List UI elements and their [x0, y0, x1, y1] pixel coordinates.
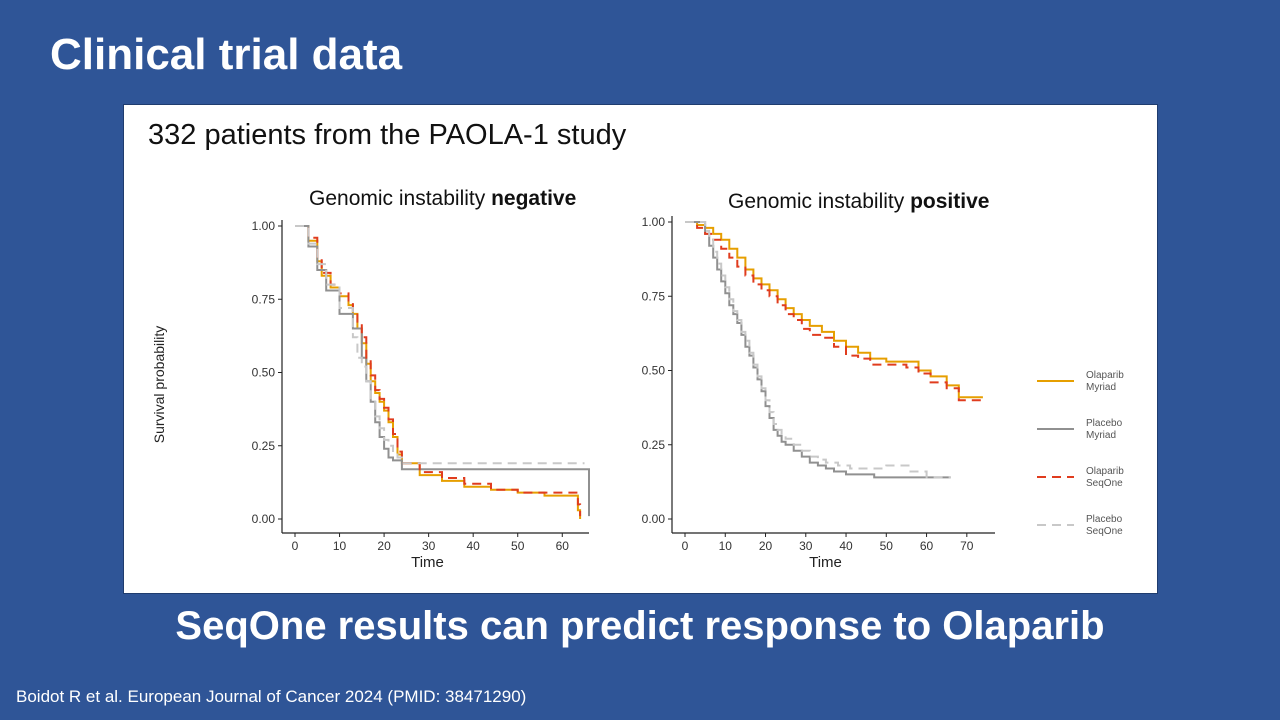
- y-tick-label: 1.00: [252, 219, 276, 233]
- km-charts-canvas: 0.00 0.25 0.50 0.75 1.00 0 10 20 30 40 50 60 Time Sur…: [151, 215, 1124, 571]
- chart-title-prefix: Genomic instability: [728, 190, 911, 213]
- chart-title-prefix: Genomic instability: [309, 187, 492, 210]
- x-tick-label: 50: [880, 539, 894, 553]
- series-line-olaparib-myriad: [685, 221, 983, 399]
- x-tick-label: 30: [799, 539, 813, 553]
- legend-label: SeqOne: [1086, 478, 1123, 489]
- panel-caption: 332 patients from the PAOLA-1 study: [148, 119, 627, 151]
- x-tick-label: 40: [839, 539, 853, 553]
- x-axis-label: Time: [411, 554, 444, 571]
- x-tick-label: 60: [920, 539, 934, 553]
- x-tick-label: 30: [422, 539, 436, 553]
- series-line-olaparib-myriad: [295, 225, 582, 519]
- series-line-olaparib-seqone: [685, 221, 983, 402]
- legend-label: SeqOne: [1086, 526, 1123, 537]
- series-line-placebo-seqone: [295, 225, 585, 465]
- series-line-placebo-myriad: [295, 225, 590, 517]
- y-tick-label: 0.00: [252, 512, 276, 526]
- chart-title-emphasis: positive: [910, 190, 990, 213]
- chart-title-emphasis: negative: [491, 187, 577, 210]
- y-tick-label: 0.25: [642, 438, 666, 452]
- legend-label: Myriad: [1086, 430, 1116, 441]
- y-tick-label: 0.25: [252, 439, 276, 453]
- km-chart-positive: 0.00 0.25 0.50 0.75 1.00 0 10 20 30 40 50 60 70 Time: [642, 215, 995, 571]
- conclusion-text: SeqOne results can predict response to O…: [175, 604, 1105, 648]
- km-chart-negative: 0.00 0.25 0.50 0.75 1.00 0 10 20 30 40 50 60 Time Sur…: [151, 219, 590, 571]
- legend-label: Olaparib: [1086, 370, 1124, 381]
- y-tick-label: 0.50: [252, 366, 276, 380]
- x-tick-label: 10: [719, 539, 733, 553]
- y-tick-label: 0.75: [642, 289, 666, 303]
- x-axis-label: Time: [809, 554, 842, 571]
- x-tick-label: 60: [556, 539, 570, 553]
- slide-title: Clinical trial data: [50, 30, 403, 79]
- x-tick-label: 0: [682, 539, 689, 553]
- series-line-olaparib-seqone: [295, 225, 582, 517]
- y-tick-label: 0.50: [642, 364, 666, 378]
- x-tick-label: 10: [333, 539, 347, 553]
- legend-label: Placebo: [1086, 514, 1123, 525]
- legend-label: Olaparib: [1086, 466, 1124, 477]
- y-tick-label: 0.00: [642, 512, 666, 526]
- x-tick-label: 50: [511, 539, 525, 553]
- series-line-placebo-myriad: [685, 221, 951, 479]
- y-tick-label: 1.00: [642, 215, 666, 229]
- x-tick-label: 20: [377, 539, 391, 553]
- x-tick-label: 40: [467, 539, 481, 553]
- chart-legend: OlaparibMyriadPlaceboMyriadOlaparibSeqOn…: [1037, 370, 1124, 537]
- x-tick-label: 0: [292, 539, 299, 553]
- y-tick-label: 0.75: [252, 292, 276, 306]
- chart-title-negative: Genomic instability negative: [309, 187, 576, 211]
- x-tick-label: 20: [759, 539, 773, 553]
- legend-label: Myriad: [1086, 382, 1116, 393]
- citation: Boidot R et al. European Journal of Canc…: [16, 687, 527, 706]
- figure-panel: 332 patients from the PAOLA-1 study Geno…: [123, 104, 1158, 594]
- series-line-placebo-seqone: [685, 221, 951, 479]
- legend-label: Placebo: [1086, 418, 1123, 429]
- x-tick-label: 70: [960, 539, 974, 553]
- y-axis-label: Survival probability: [151, 326, 167, 444]
- chart-title-positive: Genomic instability positive: [728, 190, 989, 214]
